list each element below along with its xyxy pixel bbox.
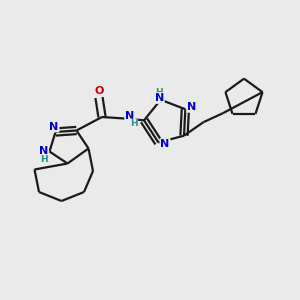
Text: N: N bbox=[187, 102, 196, 112]
Text: N: N bbox=[154, 93, 164, 103]
Text: H: H bbox=[155, 88, 163, 97]
Text: N: N bbox=[160, 139, 170, 149]
Text: N: N bbox=[50, 122, 58, 132]
Text: N: N bbox=[125, 111, 134, 121]
Text: H: H bbox=[130, 119, 137, 128]
Text: O: O bbox=[94, 86, 104, 96]
Text: H: H bbox=[40, 155, 47, 164]
Text: N: N bbox=[39, 146, 48, 157]
